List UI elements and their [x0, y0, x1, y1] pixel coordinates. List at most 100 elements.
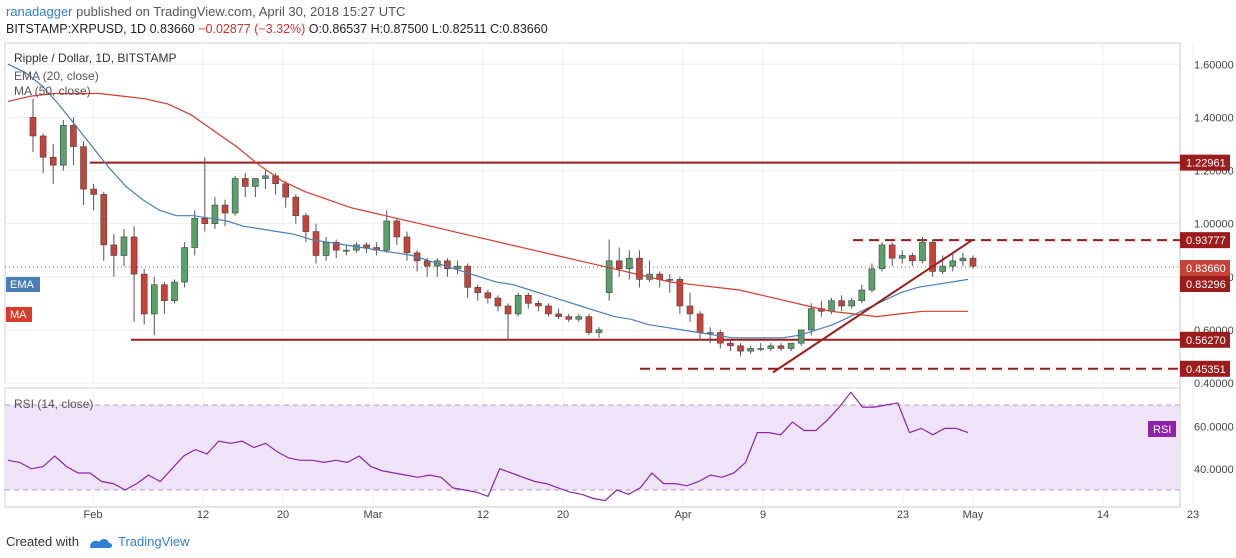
rsi-badge [1148, 421, 1176, 437]
candle-up [454, 265, 461, 270]
tradingview-logo-icon [90, 539, 112, 548]
candle-down [676, 279, 684, 307]
price-pane-frame [4, 42, 1181, 384]
rsi-axis-tick-label: 40.0000 [1194, 464, 1234, 476]
candle-down [464, 265, 471, 288]
candle-up [171, 281, 178, 301]
candle-down [363, 244, 370, 248]
rsi-axis-tick-label: 60.0000 [1194, 421, 1234, 433]
candle-up [181, 247, 188, 283]
price-axis-badge [1180, 232, 1230, 249]
candle-down [737, 345, 744, 352]
candle-down [615, 260, 623, 270]
candle-up [626, 257, 633, 270]
candle-down [444, 260, 451, 270]
candle-down [292, 196, 300, 216]
rsi-badge-label: RSI [1153, 424, 1171, 436]
candle-down [312, 231, 320, 256]
author-link[interactable]: ranadagger [6, 4, 73, 19]
candle-up [757, 348, 765, 350]
price-chart[interactable]: 1.600001.400001.200001.000000.800000.600… [0, 0, 1236, 530]
candle-up [575, 316, 583, 320]
candle-down [888, 244, 896, 259]
candle-down [201, 218, 209, 224]
indicator-legend-label: EMA (20, close) [14, 69, 99, 83]
candle-down [717, 332, 724, 344]
candle-up [787, 342, 795, 349]
rsi-pane-title: RSI (14, close) [14, 397, 93, 411]
candle-down [130, 236, 138, 275]
candle-up [919, 241, 926, 262]
price-pane-title: Ripple / Dollar, 1D, BITSTAMP [14, 51, 177, 65]
time-axis-tick-label: 9 [760, 509, 766, 521]
candle-down [494, 297, 502, 307]
candle-down [393, 220, 401, 238]
candle-up [322, 241, 330, 256]
candle-up [939, 265, 946, 272]
price-axis-tick-label: 1.60000 [1194, 59, 1234, 71]
open-value: O:0.86537 [308, 22, 368, 36]
candle-down [110, 244, 118, 256]
price-axis-badge [1180, 331, 1230, 348]
time-axis-tick-label: Apr [674, 509, 691, 521]
candle-down [221, 204, 229, 214]
candle-up [949, 260, 957, 267]
candle-down [585, 316, 593, 333]
candle-down [535, 303, 542, 307]
candle-down [80, 146, 87, 190]
candle-up [252, 178, 259, 187]
tradingview-brand[interactable]: TradingView [118, 534, 190, 549]
price-axis-badge [1180, 260, 1230, 277]
ascending-trendline [772, 238, 974, 374]
candle-up [706, 332, 714, 334]
rsi-band [5, 405, 1180, 490]
candle-down [565, 316, 572, 320]
time-axis-tick-label: Mar [364, 509, 383, 521]
candle-up [959, 257, 967, 262]
time-axis-tick-label: 23 [1187, 509, 1199, 521]
candle-down [838, 300, 845, 307]
candle-down [140, 273, 148, 315]
candle-down [545, 305, 552, 315]
ma-line [7, 92, 968, 318]
candle-up [191, 218, 199, 248]
price-axis-badge-label: 1.22961 [1186, 158, 1226, 170]
candle-down [484, 292, 492, 299]
candle-down [282, 183, 289, 198]
ema-badge [6, 277, 40, 292]
price-axis-tick-label: 1.40000 [1194, 112, 1234, 124]
candle-down [161, 284, 168, 301]
candle-up [605, 260, 613, 293]
candle-up [262, 175, 269, 179]
candle-down [636, 257, 643, 280]
indicator-legend-label: MA (50, close) [14, 84, 91, 98]
candle-up [60, 125, 67, 166]
candle-up [211, 204, 219, 224]
candle-down [302, 215, 310, 232]
time-axis-tick-label: 23 [897, 509, 909, 521]
candle-down [504, 305, 512, 315]
candle-down [777, 345, 785, 349]
candle-up [514, 295, 522, 315]
price-axis-badge-label: 0.56270 [1186, 335, 1226, 347]
price-axis-badge-label: 0.45351 [1186, 364, 1226, 376]
time-axis-tick-label: May [963, 509, 984, 521]
price-change: −0.02877 (−3.32%) [198, 22, 306, 36]
ema-line [7, 63, 969, 339]
candle-down [524, 295, 532, 304]
publish-line: ranadagger published on TradingView.com,… [6, 4, 405, 19]
price-axis-badge [1180, 360, 1230, 377]
price-axis-tick-label: 1.00000 [1194, 219, 1234, 231]
candle-up [878, 244, 886, 270]
ohlc-line: BITSTAMP:XRPUSD, 1D 0.83660 −0.02877 (−3… [6, 22, 548, 36]
candle-down [474, 287, 482, 293]
published-text: published on TradingView.com, April 30, … [76, 4, 406, 19]
candle-up [848, 300, 856, 307]
ema-badge-label: EMA [10, 279, 35, 291]
price-axis-badge [1180, 154, 1230, 171]
price-axis-badge-label: 0.93777 [1186, 235, 1226, 247]
price-axis-badge [1180, 275, 1230, 292]
candle-down [29, 117, 37, 137]
price-axis-tick-label: 0.40000 [1194, 378, 1234, 390]
chart-footer: Created with TradingView [0, 530, 1236, 558]
